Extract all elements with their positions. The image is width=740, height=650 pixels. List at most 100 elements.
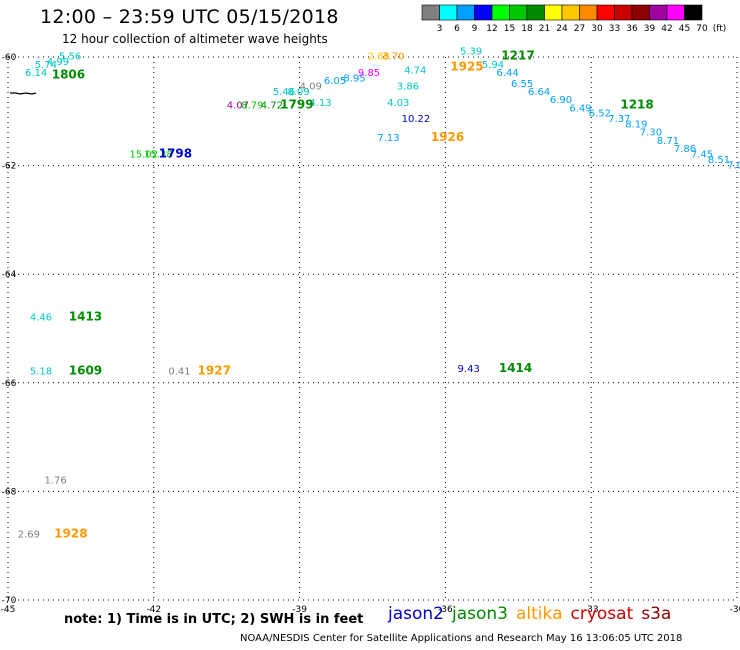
y-tick-label: -70 (2, 596, 17, 606)
wave-height-label: 8.19 (625, 120, 647, 131)
x-tick-label: -36 (438, 605, 453, 615)
satellite-legend: jason2 jason3 altika cryosat s3a (388, 604, 679, 624)
wave-height-label: 2.88 (368, 52, 390, 63)
footnote: note: 1) Time is in UTC; 2) SWH is in fe… (64, 612, 364, 627)
wave-height-label: 6.52 (589, 109, 611, 120)
wave-height-label: 2.69 (18, 530, 40, 541)
scale-label: 36 (626, 24, 638, 34)
scale-label: 45 (679, 24, 690, 34)
pass-time-label: 1413 (69, 309, 102, 323)
wave-height-label: 5.74 (35, 60, 57, 71)
wave-height-label: 10.22 (402, 114, 431, 125)
wave-height-label: 8.09 (287, 87, 309, 98)
satellite-legend-item: jason2 (388, 604, 444, 624)
chart-grid (7, 56, 738, 601)
scale-swatch (561, 4, 580, 21)
satellite-legend-item: s3a (641, 604, 672, 624)
wave-height-label: 4.72 (261, 101, 283, 112)
wave-height-label: 3.70 (382, 52, 404, 63)
scale-swatch (684, 4, 703, 21)
x-tick-label: -30 (730, 605, 740, 615)
wave-height-label: 5.39 (460, 46, 482, 57)
wave-height-label: 0.41 (168, 367, 190, 378)
pass-time-label: 1927 (198, 364, 231, 378)
scale-swatch (439, 4, 458, 21)
color-scale-legend: 3 6 9 12 15 18 21 24 27 30 33 36 39 42 45 70 (ft) (421, 4, 727, 34)
wave-height-label: 5.18 (30, 367, 52, 378)
satellite-legend-item: jason3 (452, 604, 508, 624)
wave-height-label: 6.90 (550, 95, 572, 106)
scale-label: 27 (574, 24, 585, 34)
pass-time-label: 1926 (431, 130, 464, 144)
chart-title: 12:00 – 23:59 UTC 05/15/2018 (40, 6, 339, 28)
scale-label: 6 (454, 24, 460, 34)
chart-subtitle: 12 hour collection of altimeter wave hei… (62, 32, 328, 46)
wave-height-label: 8.79 (241, 101, 263, 112)
coastline-fragment (10, 92, 37, 95)
scale-label: 3 (437, 24, 443, 34)
x-tick-label: -33 (584, 605, 599, 615)
scale-swatch (474, 4, 493, 21)
pass-time-label: 1609 (69, 364, 102, 378)
scale-label: 9 (472, 24, 478, 34)
x-tick-label: -39 (292, 605, 307, 615)
wave-height-label: 5.46 (273, 87, 295, 98)
wave-height-label: 7.37 (608, 114, 630, 125)
x-tick-label: -42 (146, 605, 161, 615)
scale-swatch (631, 4, 650, 21)
wave-height-label: 9.85 (358, 68, 380, 79)
wave-height-label: 4.74 (404, 65, 426, 76)
wave-height-label: 8.95 (343, 73, 365, 84)
y-tick-label: -62 (2, 162, 17, 172)
wave-height-label: 4.09 (300, 82, 322, 93)
wave-height-label: 1.76 (44, 475, 66, 486)
scale-swatch (666, 4, 685, 21)
scale-label: 12 (486, 24, 497, 34)
wave-height-label: 6.64 (528, 87, 550, 98)
y-tick-label: -68 (2, 487, 17, 497)
y-tick-label: -64 (2, 270, 17, 280)
wave-height-label: 7.45 (691, 149, 713, 160)
wave-height-label: 15.02 (130, 149, 159, 160)
scale-label: 30 (591, 24, 603, 34)
y-tick-label: -60 (2, 53, 17, 63)
wave-height-label: 3.86 (397, 82, 419, 93)
scale-swatch (614, 4, 633, 21)
wave-height-label: 6.44 (496, 68, 518, 79)
wave-height-label: 6.05 (324, 76, 346, 87)
scale-swatch (491, 4, 510, 21)
wave-height-label: 6.14 (25, 68, 47, 79)
pass-time-label: 1806 (52, 68, 85, 82)
wave-height-label: 7.00 (727, 160, 740, 171)
pass-time-label: 1928 (54, 527, 87, 541)
scale-swatch (649, 4, 668, 21)
scale-swatch (579, 4, 598, 21)
scale-swatch (456, 4, 475, 21)
pass-time-label: 1217 (501, 49, 534, 63)
pass-time-label: 1414 (499, 361, 532, 375)
wave-height-label: 5.94 (482, 60, 504, 71)
scale-label: (ft) (713, 24, 727, 34)
satellite-legend-item: cryosat (570, 604, 634, 624)
wave-height-label: 4.46 (30, 312, 52, 323)
wave-height-label: 6.55 (511, 79, 533, 90)
scale-label: 39 (644, 24, 656, 34)
wave-height-label: 8.51 (708, 155, 730, 166)
wave-height-label: 7.86 (674, 144, 696, 155)
chart-axes: -45 -42 -39 -36 -33 -30 -60 -62 -64 -66 -68 -70 (1, 53, 740, 615)
scale-swatch (544, 4, 563, 21)
credit-footer: NOAA/NESDIS Center for Satellite Applica… (240, 633, 683, 644)
coastline (10, 92, 37, 95)
pass-time-label: 1218 (620, 98, 653, 112)
scale-swatch (509, 4, 528, 21)
scale-label: 24 (556, 24, 568, 34)
scale-swatch (526, 4, 545, 21)
wave-height-label: 7.30 (640, 128, 662, 139)
wave-height-label: 8.71 (657, 136, 679, 147)
wave-height-label: 4.03 (387, 98, 409, 109)
wave-height-label: 9.43 (458, 364, 480, 375)
scale-swatch (596, 4, 615, 21)
scale-label: 18 (521, 24, 533, 34)
wave-height-label: 5.56 (59, 52, 81, 63)
